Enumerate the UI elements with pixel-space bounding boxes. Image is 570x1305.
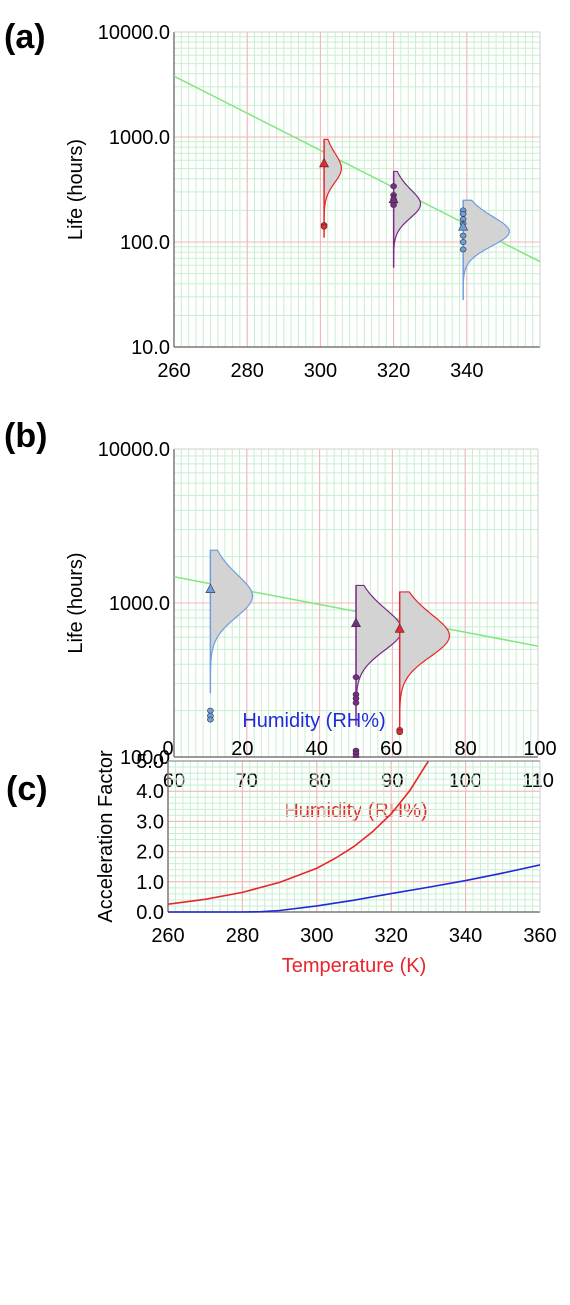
panel-a-failure-point-2-4 <box>459 232 467 239</box>
panel-a-mean-marker-1 <box>388 193 399 204</box>
panel-b-failure-point-1-3 <box>352 699 360 706</box>
panel-c-humidity-curve <box>168 864 540 913</box>
panel-a-chart: (a) 10.0 100.0 1000.0 10000.0 260 280 300 320 340… <box>4 18 541 382</box>
panel-b-mean-marker-1 <box>351 617 361 627</box>
panel-a-x-tick-label: 260 <box>157 360 190 382</box>
panel-c-x-tick-label: 260 <box>151 925 184 947</box>
panel-b-failure-point-0-2 <box>207 716 214 723</box>
panel-c-y-tick-label: 5.0 <box>136 751 164 773</box>
panel-c-top-tick-label: 80 <box>454 738 476 760</box>
panel-b-x-tick-label: 80 <box>308 770 330 792</box>
panel-c-y-tick-label: 3.0 <box>136 811 164 833</box>
panel-c-x-tick-label: 360 <box>523 925 556 947</box>
panel-c-plot-area <box>168 761 540 913</box>
panel-c-top-tick-label: 0 <box>162 738 173 760</box>
panel-c-x-tick-label: 300 <box>300 925 333 947</box>
panel-c-chart: (c) 0.0 1.0 2.0 3.0 4.0 5.0 260 280 300 320 340 360 0… <box>6 710 557 977</box>
panel-a-failure-point-1-0 <box>390 183 397 190</box>
panel-c-y-axis-label: Acceleration Factor <box>95 750 117 923</box>
panel-a-panel-label: (a) <box>4 18 46 56</box>
panel-a-x-tick-label: 340 <box>450 360 483 382</box>
panel-b-failure-point-1-0 <box>352 674 360 681</box>
panel-c-x-tick-label: 280 <box>226 925 259 947</box>
panel-c-temperature-curve <box>168 761 430 905</box>
panel-a-failure-point-2-5 <box>459 239 467 245</box>
panel-a-x-tick-label: 300 <box>304 360 337 382</box>
panel-a-failure-point-1-4 <box>390 202 397 208</box>
panel-a-failure-point-0-1 <box>320 223 328 230</box>
panel-c-y-tick-label: 4.0 <box>136 781 164 803</box>
panel-a-y-tick-label: 100.0 <box>120 232 170 254</box>
panel-b-failure-point-1-6 <box>352 754 360 758</box>
panel-c-top-tick-label: 40 <box>306 738 328 760</box>
panel-a-y-tick-label: 10.0 <box>131 337 170 359</box>
panel-a-x-tick-label: 280 <box>231 360 264 382</box>
panel-c-y-tick-label: 0.0 <box>136 902 164 924</box>
panel-b-x-axis-label: Humidity (RH%) <box>284 800 427 822</box>
panel-b-plot-area <box>174 549 538 758</box>
panel-a-distribution-2 <box>462 199 510 301</box>
panel-c-x-tick-label: 340 <box>449 925 482 947</box>
panel-b-chart: (b) 100.0 1000.0 10000.0 60 70 80 90 100 110 Life … <box>4 417 554 822</box>
panel-a-y-axis-label: Life (hours) <box>65 139 87 240</box>
panel-b-y-tick-label: 100.0 <box>120 747 170 769</box>
panel-b-x-tick-label: 70 <box>236 770 258 792</box>
panel-b-y-tick-label: 10000.0 <box>98 439 170 461</box>
panel-a-distribution-0 <box>323 138 343 238</box>
panel-a-distribution-1 <box>393 170 422 268</box>
panel-a-plot-area <box>174 75 540 301</box>
panel-b-y-tick-label: 1000.0 <box>109 593 170 615</box>
panel-c-panel-label: (c) <box>6 770 48 808</box>
panel-a-x-tick-label: 320 <box>377 360 410 382</box>
panel-c-x-tick-label: 320 <box>375 925 408 947</box>
panel-c-top-tick-label: 100 <box>523 738 556 760</box>
panel-c-x-axis-label: Temperature (K) <box>282 955 427 977</box>
panel-b-panel-label: (b) <box>4 417 47 455</box>
panel-b-x-tick-label: 110 <box>522 770 554 792</box>
panel-b-failure-point-0-0 <box>207 707 214 714</box>
panel-a-mean-marker-0 <box>319 157 330 168</box>
panel-a-failure-point-2-6 <box>459 246 467 253</box>
panel-a-y-tick-label: 10000.0 <box>98 22 170 44</box>
panel-b-y-axis-label: Life (hours) <box>65 552 87 653</box>
panel-b-mean-marker-2 <box>394 623 405 633</box>
panel-a-failure-point-2-1 <box>459 211 467 217</box>
panel-b-mean-marker-0 <box>205 583 216 593</box>
panel-c-y-tick-label: 2.0 <box>136 842 164 864</box>
panel-c-top-tick-label: 60 <box>380 738 402 760</box>
panel-a-y-tick-label: 1000.0 <box>109 127 170 149</box>
panel-c-y-tick-label: 1.0 <box>136 872 164 894</box>
panel-c-top-tick-label: 20 <box>231 738 253 760</box>
panel-a-mean-marker-2 <box>458 221 469 231</box>
panel-b-distribution-0 <box>209 549 254 694</box>
panel-b-failure-point-2-1 <box>396 729 403 736</box>
panel-c-top-axis-label: Humidity (RH%) <box>242 710 385 732</box>
panel-b-x-tick-label: 90 <box>381 770 403 792</box>
